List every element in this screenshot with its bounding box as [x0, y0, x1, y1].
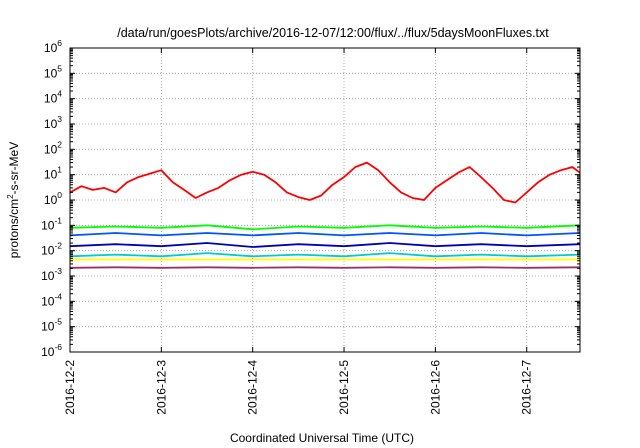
- x-tick-label: 2016-12-7: [520, 360, 534, 415]
- x-tick-label: 2016-12-2: [63, 360, 77, 415]
- x-tick-label: 2016-12-5: [337, 360, 351, 415]
- y-tick-label: 10-3: [41, 266, 62, 283]
- x-tick-label: 2016-12-4: [246, 360, 260, 415]
- y-axis-label-suffix: -s-sr-MeV: [7, 142, 21, 195]
- y-tick-label: 10-5: [41, 317, 62, 334]
- y-tick-label: 10-1: [41, 215, 62, 232]
- series-0-line: [69, 161, 581, 204]
- x-tick-label: 2016-12-6: [428, 360, 442, 415]
- x-tick-label: 2016-12-3: [154, 360, 168, 415]
- series-lines: [69, 161, 581, 269]
- series-2-line: [69, 252, 581, 258]
- y-tick-label: 106: [44, 38, 62, 55]
- y-tick-label: 105: [44, 63, 62, 80]
- y-axis-label-superscript: 2: [6, 194, 15, 199]
- y-tick-label: 102: [44, 139, 62, 156]
- x-axis-ticks: 2016-12-2 2016-12-3 2016-12-4 2016-12-5 2016…: [63, 48, 534, 415]
- y-tick-label: 10-4: [41, 291, 62, 308]
- y-tick-label: 10-6: [41, 342, 62, 359]
- series-6-line: [69, 266, 581, 269]
- y-axis-ticks: 106 105 104 103 102 101 100 10-1 10-2 10-3 10-4 10-…: [41, 38, 580, 359]
- x-axis-label: Coordinated Universal Time (UTC): [230, 431, 414, 445]
- y-tick-label: 103: [44, 114, 62, 131]
- series-3-line: [69, 232, 581, 237]
- y-axis-label-prefix: protons/cm: [7, 199, 21, 258]
- y-tick-label: 10-2: [41, 241, 62, 258]
- y-tick-label: 104: [44, 89, 62, 106]
- y-axis-label: protons/cm2-s-sr-MeV: [6, 142, 21, 258]
- series-1-line: [69, 224, 581, 231]
- y-tick-label: 100: [44, 190, 62, 207]
- chart-title: /data/run/goesPlots/archive/2016-12-07/1…: [117, 26, 549, 40]
- y-tick-label: 101: [44, 165, 62, 182]
- series-4-line: [69, 242, 581, 248]
